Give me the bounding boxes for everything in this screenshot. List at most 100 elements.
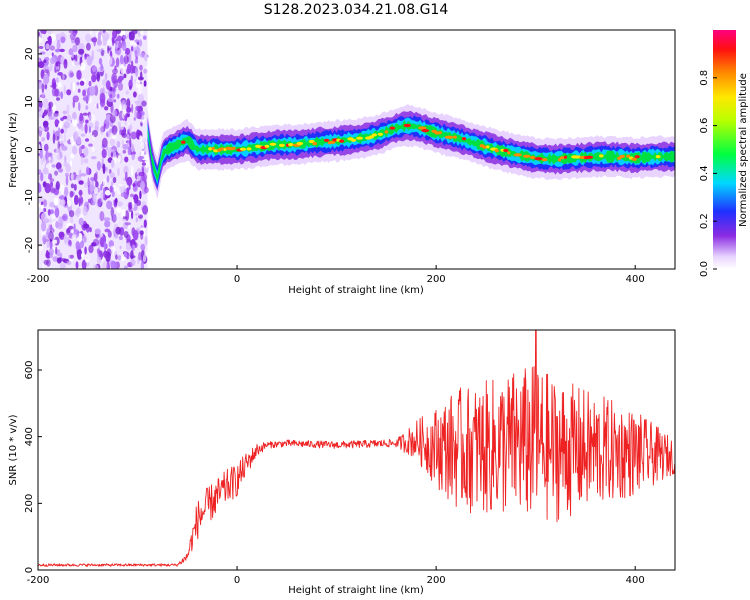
noise-speckle <box>46 150 50 159</box>
noise-speckle <box>86 55 93 66</box>
noise-speckle <box>130 75 133 82</box>
noise-speckle <box>93 38 96 47</box>
ridge-peak <box>312 142 318 146</box>
noise-speckle <box>70 153 75 159</box>
noise-speckle <box>38 31 41 37</box>
colorbar-ticks: 0.0 0.2 0.4 0.6 0.8 <box>699 70 717 277</box>
ridge-peak <box>522 154 531 158</box>
noise-speckle <box>107 230 112 238</box>
noise-speckle <box>72 234 77 238</box>
noise-speckle <box>124 114 127 122</box>
ridge-peak <box>264 144 270 148</box>
noise-speckle <box>133 151 136 155</box>
noise-speckle <box>79 80 85 86</box>
noise-speckle <box>129 85 132 91</box>
noise-speckle <box>82 206 88 216</box>
noise-speckle <box>109 138 116 146</box>
noise-speckle <box>143 80 147 87</box>
noise-speckle <box>128 31 135 41</box>
noise-speckle <box>55 221 59 229</box>
noise-speckle <box>63 58 68 69</box>
noise-speckle <box>109 172 115 179</box>
noise-speckle <box>67 199 72 207</box>
noise-speckle <box>76 207 81 215</box>
noise-speckle <box>143 154 149 161</box>
ridge-peak <box>389 126 396 130</box>
noise-speckle <box>87 177 90 188</box>
noise-speckle <box>71 145 78 155</box>
noise-speckle <box>83 158 89 164</box>
ridge-peak <box>356 136 363 140</box>
noise-speckle <box>97 31 101 43</box>
noise-speckle <box>44 143 49 152</box>
noise-speckle <box>68 30 76 34</box>
noise-speckle <box>82 234 88 244</box>
noise-speckle <box>115 57 120 68</box>
noise-speckle <box>112 82 115 87</box>
noise-speckle <box>134 58 138 64</box>
noise-speckle <box>69 33 75 41</box>
noise-speckle <box>60 184 65 194</box>
noise-speckle <box>39 97 43 102</box>
y-tick-label: 0 <box>24 567 35 573</box>
noise-speckle <box>111 125 118 135</box>
noise-speckle <box>85 119 89 124</box>
noise-speckle <box>40 212 47 221</box>
noise-speckle <box>46 30 53 34</box>
noise-speckle <box>116 207 122 213</box>
noise-speckle <box>40 172 44 182</box>
noise-speckle <box>42 98 49 110</box>
noise-speckle <box>128 205 133 213</box>
noise-speckle <box>130 258 136 267</box>
noise-speckle <box>111 159 115 169</box>
noise-speckle <box>140 260 145 269</box>
noise-speckle <box>93 173 98 183</box>
noise-speckle <box>78 217 84 226</box>
noise-speckle <box>76 250 83 256</box>
noise-speckle <box>92 264 99 269</box>
spectrogram-x-ticks: -200 0 200 400 <box>27 265 645 285</box>
noise-speckle <box>140 243 146 251</box>
noise-speckle <box>76 81 80 86</box>
ridge-peak <box>421 129 430 133</box>
noise-speckle <box>68 232 73 238</box>
noise-speckle <box>70 82 73 93</box>
noise-speckle <box>47 209 51 216</box>
colorbar: 0.0 0.2 0.4 0.6 0.8 Normalized spectral ampl… <box>699 30 749 277</box>
noise-speckle <box>105 167 108 171</box>
y-tick-label: -20 <box>24 237 35 253</box>
noise-speckle <box>96 48 102 53</box>
noise-speckle <box>43 125 49 132</box>
colorbar-label: Normalized spectral amplitude <box>738 73 749 227</box>
noise-speckle <box>55 48 60 53</box>
noise-speckle <box>70 183 75 189</box>
noise-speckle <box>49 101 51 113</box>
y-tick-label: 400 <box>24 427 35 446</box>
noise-speckle <box>96 71 101 82</box>
ridge-band <box>147 117 675 185</box>
noise-speckle <box>81 144 85 150</box>
noise-speckle <box>99 211 105 222</box>
noise-speckle <box>49 201 56 208</box>
noise-speckle <box>134 242 138 249</box>
noise-speckle <box>102 31 110 42</box>
noise-speckle <box>106 175 110 183</box>
noise-speckle <box>54 66 57 73</box>
noise-speckle <box>140 141 145 150</box>
noise-speckle <box>130 40 134 46</box>
noise-speckle <box>43 111 47 117</box>
noise-speckle <box>68 70 74 79</box>
noise-speckle <box>59 48 65 53</box>
ridge-peak <box>585 155 594 159</box>
noise-speckle <box>85 105 89 110</box>
noise-speckle <box>66 227 71 234</box>
noise-speckle <box>103 250 109 258</box>
noise-speckle <box>56 97 60 101</box>
noise-speckle <box>124 222 131 226</box>
frequency-ridge <box>147 104 675 199</box>
noise-speckle <box>76 174 81 182</box>
noise-speckle <box>131 244 135 252</box>
ridge-peak <box>350 138 357 142</box>
noise-speckle <box>75 261 79 269</box>
ridge-peak <box>559 156 566 160</box>
